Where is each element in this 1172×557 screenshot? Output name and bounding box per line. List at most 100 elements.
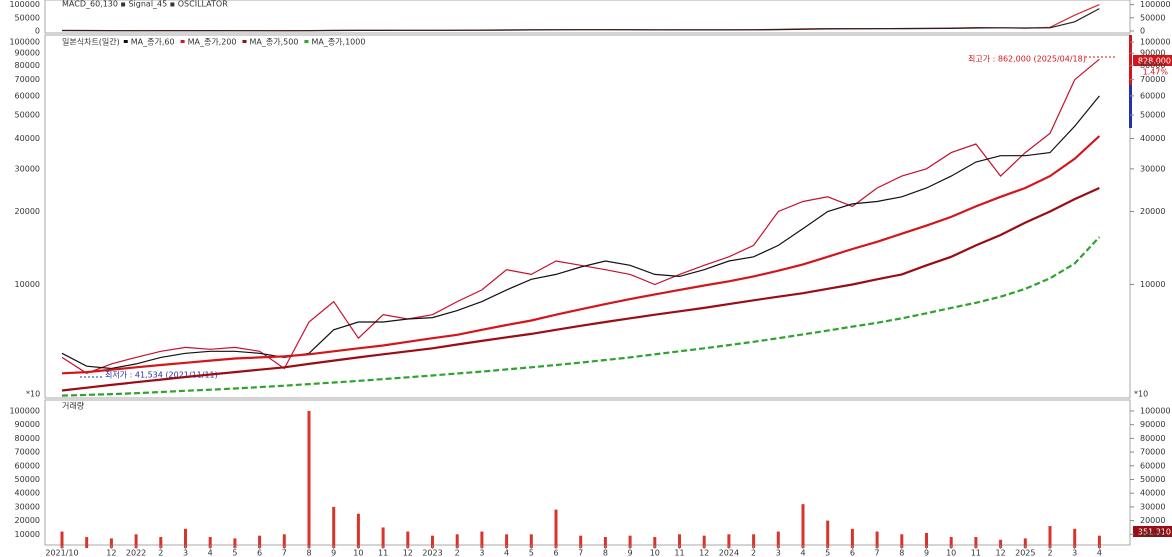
y-tick-label: 60000 [15, 91, 40, 100]
y-tick-label: 20000 [15, 516, 40, 525]
y-tick-label: 60000 [15, 461, 40, 470]
y-tick-label: 40000 [15, 134, 40, 143]
volume-bar [1023, 538, 1027, 548]
volume-bar [60, 531, 64, 548]
volume-bar [406, 531, 410, 548]
x-tick-label: 7 [282, 549, 287, 557]
y-tick-label: 10000 [15, 530, 40, 539]
x-tick-label: 2 [455, 549, 460, 557]
volume-bar [431, 535, 434, 548]
x-tick-label: 4 [504, 549, 509, 557]
x-tick-label: 4 [1097, 549, 1102, 557]
y-tick-label-right: 0 [1140, 27, 1145, 36]
volume-bar [850, 528, 854, 548]
volume-bar [628, 535, 632, 548]
volume-bar [949, 537, 953, 548]
x-tick-label: 3 [776, 549, 781, 557]
x-tick-label: 8 [306, 549, 311, 557]
volume-bar [727, 534, 731, 548]
x-tick-label: 12 [996, 549, 1006, 557]
y-tick-label-right: 30000 [1140, 164, 1165, 173]
volume-bar [801, 504, 805, 548]
legend-title: 일본식차트(일간) [62, 37, 120, 47]
volume-bar [579, 535, 583, 548]
volume-bar [356, 513, 360, 548]
volume-panel [44, 399, 1131, 546]
x-tick-label: 12 [106, 549, 116, 557]
y-tick-label: 80000 [15, 61, 40, 70]
y-tick-label: 20000 [15, 207, 40, 216]
y-tick-label-right: 70000 [1140, 448, 1165, 457]
volume-bar [1048, 526, 1052, 548]
last-price-box [1133, 55, 1172, 66]
x-tick-label: 9 [924, 549, 929, 557]
y-tick-label-right: 80000 [1140, 434, 1165, 443]
x-tick-label: 8 [603, 549, 608, 557]
y-tick-label-right: 50000 [1140, 13, 1165, 22]
x-tick-label: 7 [875, 549, 880, 557]
x-tick-label: 7 [578, 549, 583, 557]
volume-bar [603, 537, 607, 548]
x-tick-label: 6 [553, 549, 558, 557]
x-tick-label: 9 [331, 549, 336, 557]
x-tick-label: 10 [650, 549, 660, 557]
y-tick-label-right: 40000 [1140, 134, 1165, 143]
y-tick-label-right: 50000 [1140, 475, 1165, 484]
y-tick-label: 50000 [15, 13, 40, 22]
last-volume-box [1133, 526, 1172, 537]
x-tick-label: 6 [850, 549, 855, 557]
volume-bar [307, 410, 311, 548]
y-tick-label-right: 90000 [1140, 420, 1165, 429]
axis-multiplier: *10 [1134, 390, 1148, 399]
high-annotation: 최고가 : 862,000 (2025/04/18) [968, 54, 1086, 64]
x-tick-label: 3 [479, 549, 484, 557]
x-tick-label: 12 [403, 549, 413, 557]
y-tick-label: 50000 [15, 111, 40, 120]
x-tick-label: 10 [946, 549, 956, 557]
y-tick-label: 100000 [9, 0, 40, 9]
volume-bar [332, 506, 336, 548]
x-tick-label: 2021/10 [45, 549, 78, 557]
volume-bar [554, 509, 558, 548]
x-tick-label: 2022 [126, 549, 146, 557]
x-tick-label: 2 [751, 549, 756, 557]
series-line [61, 186, 1100, 392]
y-tick-label-right: 100000 [1140, 38, 1171, 47]
volume-bar [1097, 535, 1101, 548]
legend-swatch [180, 40, 185, 43]
y-tick-label: 10000 [15, 280, 40, 289]
x-tick-label: 2024 [719, 549, 739, 557]
x-tick-label: 2 [158, 549, 163, 557]
volume-bar [480, 531, 484, 548]
x-tick-label: 9 [628, 549, 633, 557]
y-tick-label-right: 80000 [1140, 61, 1165, 70]
series-line [62, 8, 1100, 32]
y-tick-label: 90000 [15, 420, 40, 429]
volume-bar [900, 534, 904, 548]
low-annotation: 최저가 : 41,534 (2021/11/11) [105, 370, 218, 380]
volume-bar [925, 532, 928, 548]
y-tick-label: 100000 [9, 38, 40, 47]
legend-label: MA_종가,200 [188, 38, 237, 47]
volume-bar [159, 537, 163, 548]
x-tick-label: 12 [699, 549, 709, 557]
x-tick-label: 11 [674, 549, 684, 557]
x-tick-label: 3 [183, 549, 188, 557]
y-tick-label: 30000 [15, 164, 40, 173]
volume-title: 거래량 [62, 401, 85, 411]
volume-bar [134, 534, 138, 548]
legend-swatch [242, 40, 247, 43]
volume-bar [974, 537, 978, 548]
change-rate: 1.47% [1143, 68, 1169, 77]
axis-multiplier: *10 [26, 390, 40, 399]
volume-bar [505, 534, 509, 548]
range-indicator-down [1129, 85, 1132, 128]
volume-bar [875, 531, 879, 548]
volume-bar [233, 538, 237, 548]
x-tick-label: 3 [1072, 549, 1077, 557]
y-tick-label-right: 40000 [1140, 489, 1165, 498]
volume-bar [826, 520, 830, 548]
y-tick-label-right: 10000 [1140, 530, 1165, 539]
x-tick-label: 11 [378, 549, 388, 557]
